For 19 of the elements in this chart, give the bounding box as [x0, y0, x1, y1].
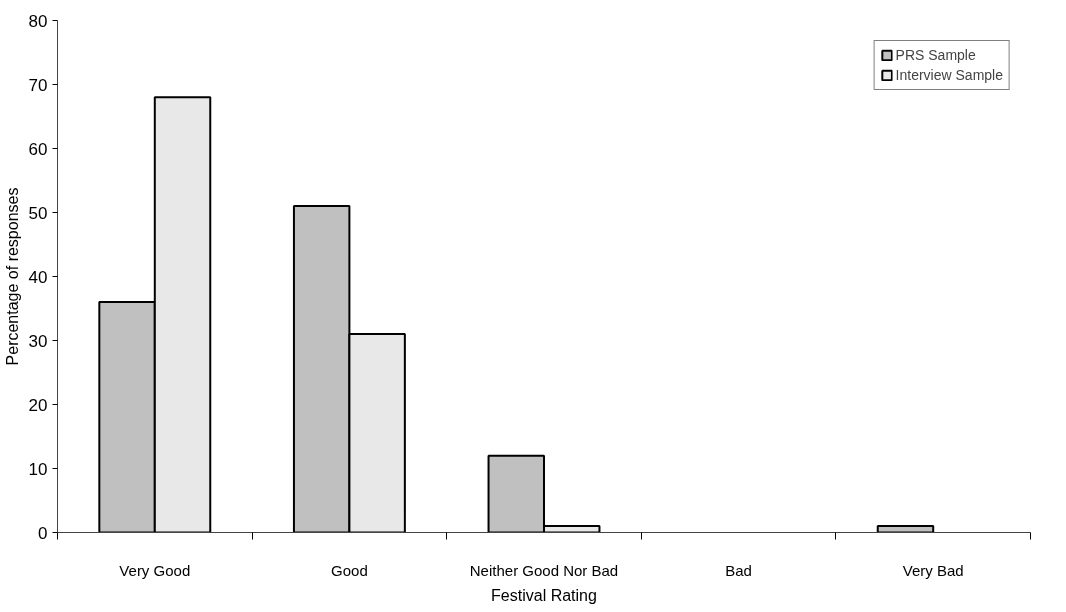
y-tick-label: 80 — [28, 11, 48, 31]
y-axis-title: Percentage of responses — [3, 187, 21, 366]
bar — [876, 525, 935, 533]
y-tick-label: 60 — [28, 139, 48, 159]
legend-label: Interview Sample — [895, 67, 1003, 83]
legend-label: PRS Sample — [895, 47, 976, 63]
x-tick-label: Very Bad — [902, 561, 964, 579]
y-tick-label: 10 — [28, 459, 48, 479]
y-tick-label: 20 — [28, 395, 48, 415]
y-tick-label: 40 — [28, 267, 48, 287]
y-tick-label: 0 — [38, 523, 48, 543]
x-tick-label: Neither Good Nor Bad — [469, 561, 619, 579]
y-tick-label: 50 — [28, 203, 48, 223]
x-tick-label: Very Good — [119, 561, 191, 579]
y-tick-label: 70 — [28, 75, 48, 95]
x-tick-label: Bad — [725, 561, 752, 579]
x-tick-label: Good — [331, 561, 368, 579]
y-tick-label: 30 — [28, 331, 48, 351]
x-axis-title: Festival Rating — [491, 586, 597, 604]
